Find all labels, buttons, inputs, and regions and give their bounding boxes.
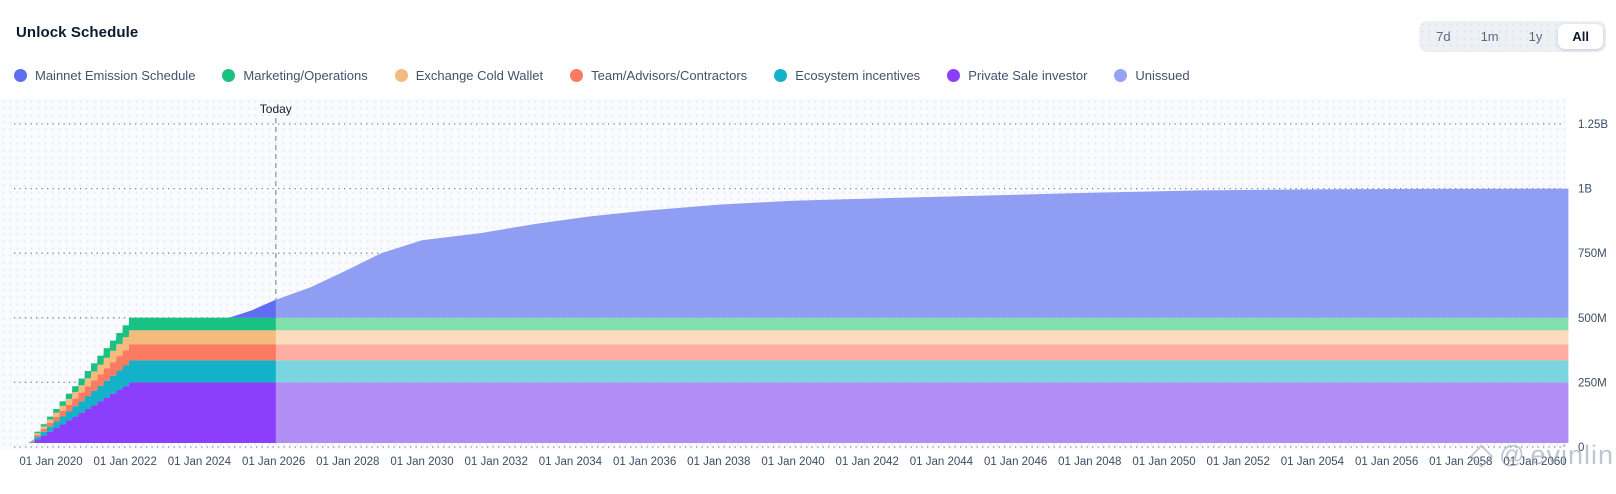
x-axis-label: 01 Jan 2052 [1207, 456, 1270, 468]
legend-label: Team/Advisors/Contractors [591, 68, 748, 83]
x-axis-label: 01 Jan 2020 [19, 456, 82, 468]
axis-labels: 0 250M 500M 750M 1B 1.25B 01 Jan 2020 01 Jan 20… [19, 119, 1608, 468]
today-marker: Today [260, 102, 292, 300]
area-mainnet-emission-schedule-past [28, 299, 276, 443]
x-axis-label: 01 Jan 2048 [1058, 456, 1121, 468]
x-axis-label: 01 Jan 2024 [168, 456, 232, 468]
page-title: Unlock Schedule [16, 24, 139, 41]
x-axis-label: 01 Jan 2030 [390, 456, 453, 468]
chart-legend: Mainnet Emission Schedule Marketing/Opera… [14, 68, 1190, 83]
area-ecosystem-incentives-past [28, 360, 276, 443]
x-axis-label: 01 Jan 2038 [687, 456, 750, 468]
y-axis-label: 0 [1578, 442, 1584, 454]
x-axis-label: 01 Jan 2042 [836, 456, 899, 468]
x-axis-label: 01 Jan 2060 [1503, 456, 1566, 468]
legend-item-exchange-cold-wallet[interactable]: Exchange Cold Wallet [394, 68, 544, 83]
range-button-7d[interactable]: 7d [1422, 24, 1464, 49]
time-range-selector: 7d 1m 1y All [1419, 21, 1606, 52]
x-axis-label: 01 Jan 2044 [910, 456, 974, 468]
x-axis-label: 01 Jan 2040 [761, 456, 824, 468]
legend-item-private-sale-investor[interactable]: Private Sale investor [947, 68, 1087, 83]
x-axis-label: 01 Jan 2050 [1132, 456, 1195, 468]
range-button-1y[interactable]: 1y [1515, 24, 1557, 49]
legend-label: Ecosystem incentives [795, 68, 921, 83]
y-axis-label: 250M [1578, 377, 1607, 389]
past-unlock-areas [28, 299, 276, 443]
legend-item-ecosystem-incentives[interactable]: Ecosystem incentives [774, 68, 920, 83]
x-axis-label: 01 Jan 2056 [1355, 456, 1418, 468]
x-axis-label: 01 Jan 2032 [465, 456, 528, 468]
legend-item-team-advisors-contractors[interactable]: Team/Advisors/Contractors [570, 68, 747, 83]
x-axis-label: 01 Jan 2026 [242, 456, 305, 468]
y-axis-label: 1.25B [1578, 119, 1608, 131]
x-axis-label: 01 Jan 2046 [984, 456, 1047, 468]
range-button-1m[interactable]: 1m [1467, 24, 1513, 49]
x-axis-label: 01 Jan 2022 [94, 456, 157, 468]
legend-label: Exchange Cold Wallet [415, 68, 544, 83]
legend-item-unissued[interactable]: Unissued [1114, 68, 1190, 83]
x-axis-label: 01 Jan 2034 [539, 456, 603, 468]
x-axis-label: 01 Jan 2036 [613, 456, 676, 468]
legend-dot-private-sale-investor [947, 69, 961, 82]
x-axis-label: 01 Jan 2054 [1281, 456, 1345, 468]
legend-label: Private Sale investor [968, 68, 1088, 83]
area-private-sale-investor-future [28, 382, 1569, 443]
y-axis-label: 1B [1578, 184, 1592, 196]
x-axis-label: 01 Jan 2058 [1429, 456, 1492, 468]
area-team-advisors-contractors-past [28, 344, 276, 443]
area-exchange-cold-wallet-past [28, 330, 276, 443]
today-label: Today [260, 102, 292, 116]
legend-dot-mainnet-emission-schedule [14, 69, 27, 82]
y-axis-label: 750M [1578, 248, 1607, 260]
legend-dot-unissued [1114, 69, 1128, 82]
legend-dot-exchange-cold-wallet [394, 69, 408, 82]
legend-label: Mainnet Emission Schedule [35, 68, 196, 83]
area-mainnet-emission-schedule-future [28, 188, 1569, 443]
range-button-all[interactable]: All [1558, 24, 1603, 49]
legend-item-mainnet-emission-schedule[interactable]: Mainnet Emission Schedule [14, 68, 195, 83]
x-axis-label: 01 Jan 2028 [316, 456, 379, 468]
legend-dot-ecosystem-incentives [774, 69, 788, 82]
y-axis-label: 500M [1578, 313, 1607, 325]
area-private-sale-investor-past [28, 382, 276, 443]
legend-label: Unissued [1135, 68, 1190, 83]
legend-dot-team-advisors-contractors [570, 69, 584, 82]
legend-dot-marketing-operations [222, 69, 236, 82]
legend-label: Marketing/Operations [243, 68, 368, 83]
legend-item-marketing-operations[interactable]: Marketing/Operations [222, 68, 368, 83]
area-ecosystem-incentives-future [28, 360, 1569, 443]
